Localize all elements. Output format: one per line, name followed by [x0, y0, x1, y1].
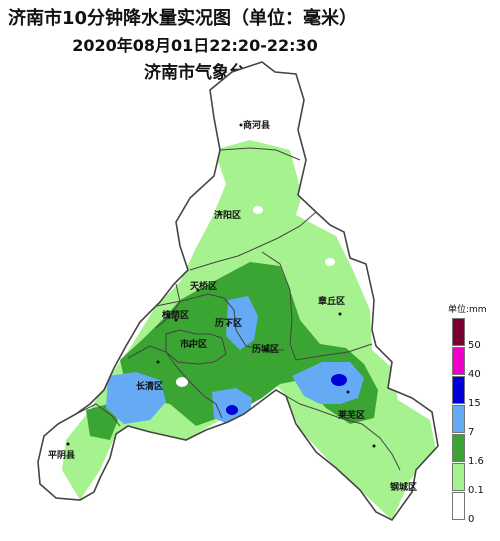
- label-shizhong: 市中区: [180, 338, 207, 350]
- legend-value: 40: [468, 369, 481, 380]
- legend-swatch: [452, 434, 465, 462]
- legend-value: 0: [468, 514, 475, 525]
- county-seats: [66, 123, 376, 448]
- dry-spot: [253, 206, 263, 214]
- city-outline: [37, 61, 439, 522]
- legend-swatch: [452, 318, 465, 346]
- seat-marker: [226, 322, 230, 326]
- heavy-rain-laiwu: [292, 362, 364, 404]
- seat-marker: [338, 312, 342, 316]
- issuing-station: 济南市气象台: [144, 63, 246, 83]
- jiyang-boundary: [189, 211, 317, 271]
- seat-marker: [196, 288, 200, 292]
- dry-spot: [176, 377, 188, 387]
- shizhong-boundary: [165, 329, 227, 365]
- district-boundaries: [37, 61, 439, 522]
- legend-swatch: [452, 405, 465, 433]
- lixia-boundary: [155, 293, 284, 351]
- storm-core-south: [226, 405, 238, 415]
- label-zhangqiu: 章丘区: [318, 295, 345, 307]
- dry-spot: [325, 258, 335, 266]
- label-laiwu: 莱芜区: [338, 409, 365, 421]
- legend-swatch: [452, 347, 465, 375]
- map-title: 济南市10分钟降水量实况图（单位：毫米）: [8, 8, 358, 29]
- changqing-boundary: [127, 345, 223, 419]
- pingyin-boundary: [75, 403, 121, 427]
- legend-title: 单位:mm: [448, 305, 487, 315]
- time-range: 2020年08月01日22:20-22:30: [72, 36, 318, 55]
- precip-legend: 单位:mm 50 40 15 7 1.6 0.1 0: [448, 302, 500, 532]
- storm-core-laiwu: [331, 374, 347, 386]
- label-huaiyin: 槐荫区: [161, 309, 189, 321]
- label-licheng: 历城区: [252, 343, 279, 355]
- moderate-rain-patch: [86, 404, 118, 440]
- label-gangcheng: 钢城区: [390, 481, 417, 493]
- legend-value: 7: [468, 427, 475, 438]
- legend-value: 1.6: [468, 456, 484, 467]
- label-pingyin: 平阴县: [48, 450, 75, 461]
- zhangqiu-boundary: [261, 251, 373, 361]
- label-jiyang: 济阳区: [214, 209, 241, 221]
- shanghe-boundary: [219, 147, 301, 161]
- label-shanghe: 商河县: [243, 119, 270, 131]
- label-lixia: 历下区: [215, 318, 242, 329]
- legend-value: 15: [468, 398, 481, 409]
- heavy-rain-changqing: [106, 372, 166, 424]
- tianqiao-boundary: [155, 283, 181, 329]
- legend-swatch: [452, 492, 465, 520]
- seat-marker: [188, 344, 192, 348]
- label-tianqiao: 天桥区: [190, 280, 217, 292]
- seat-marker: [156, 360, 160, 364]
- seat-marker: [66, 442, 70, 446]
- seat-marker: [264, 348, 268, 352]
- label-changqing: 长清区: [136, 380, 163, 392]
- precipitation-map: 商河县 济阳区 天桥区 章丘区 槐荫区 历下区 市中区 历城区 长清区 莱芜区 …: [37, 61, 439, 522]
- legend-swatch: [452, 376, 465, 404]
- seat-marker: [346, 390, 350, 394]
- seat-marker: [174, 318, 178, 322]
- seat-marker: [372, 444, 376, 448]
- legend-value: 0.1: [468, 485, 484, 496]
- laiwu-boundary: [285, 395, 401, 471]
- seat-marker: [239, 123, 243, 127]
- seat-marker: [218, 212, 222, 216]
- legend-value: 50: [468, 340, 481, 351]
- legend-swatch: [452, 463, 465, 491]
